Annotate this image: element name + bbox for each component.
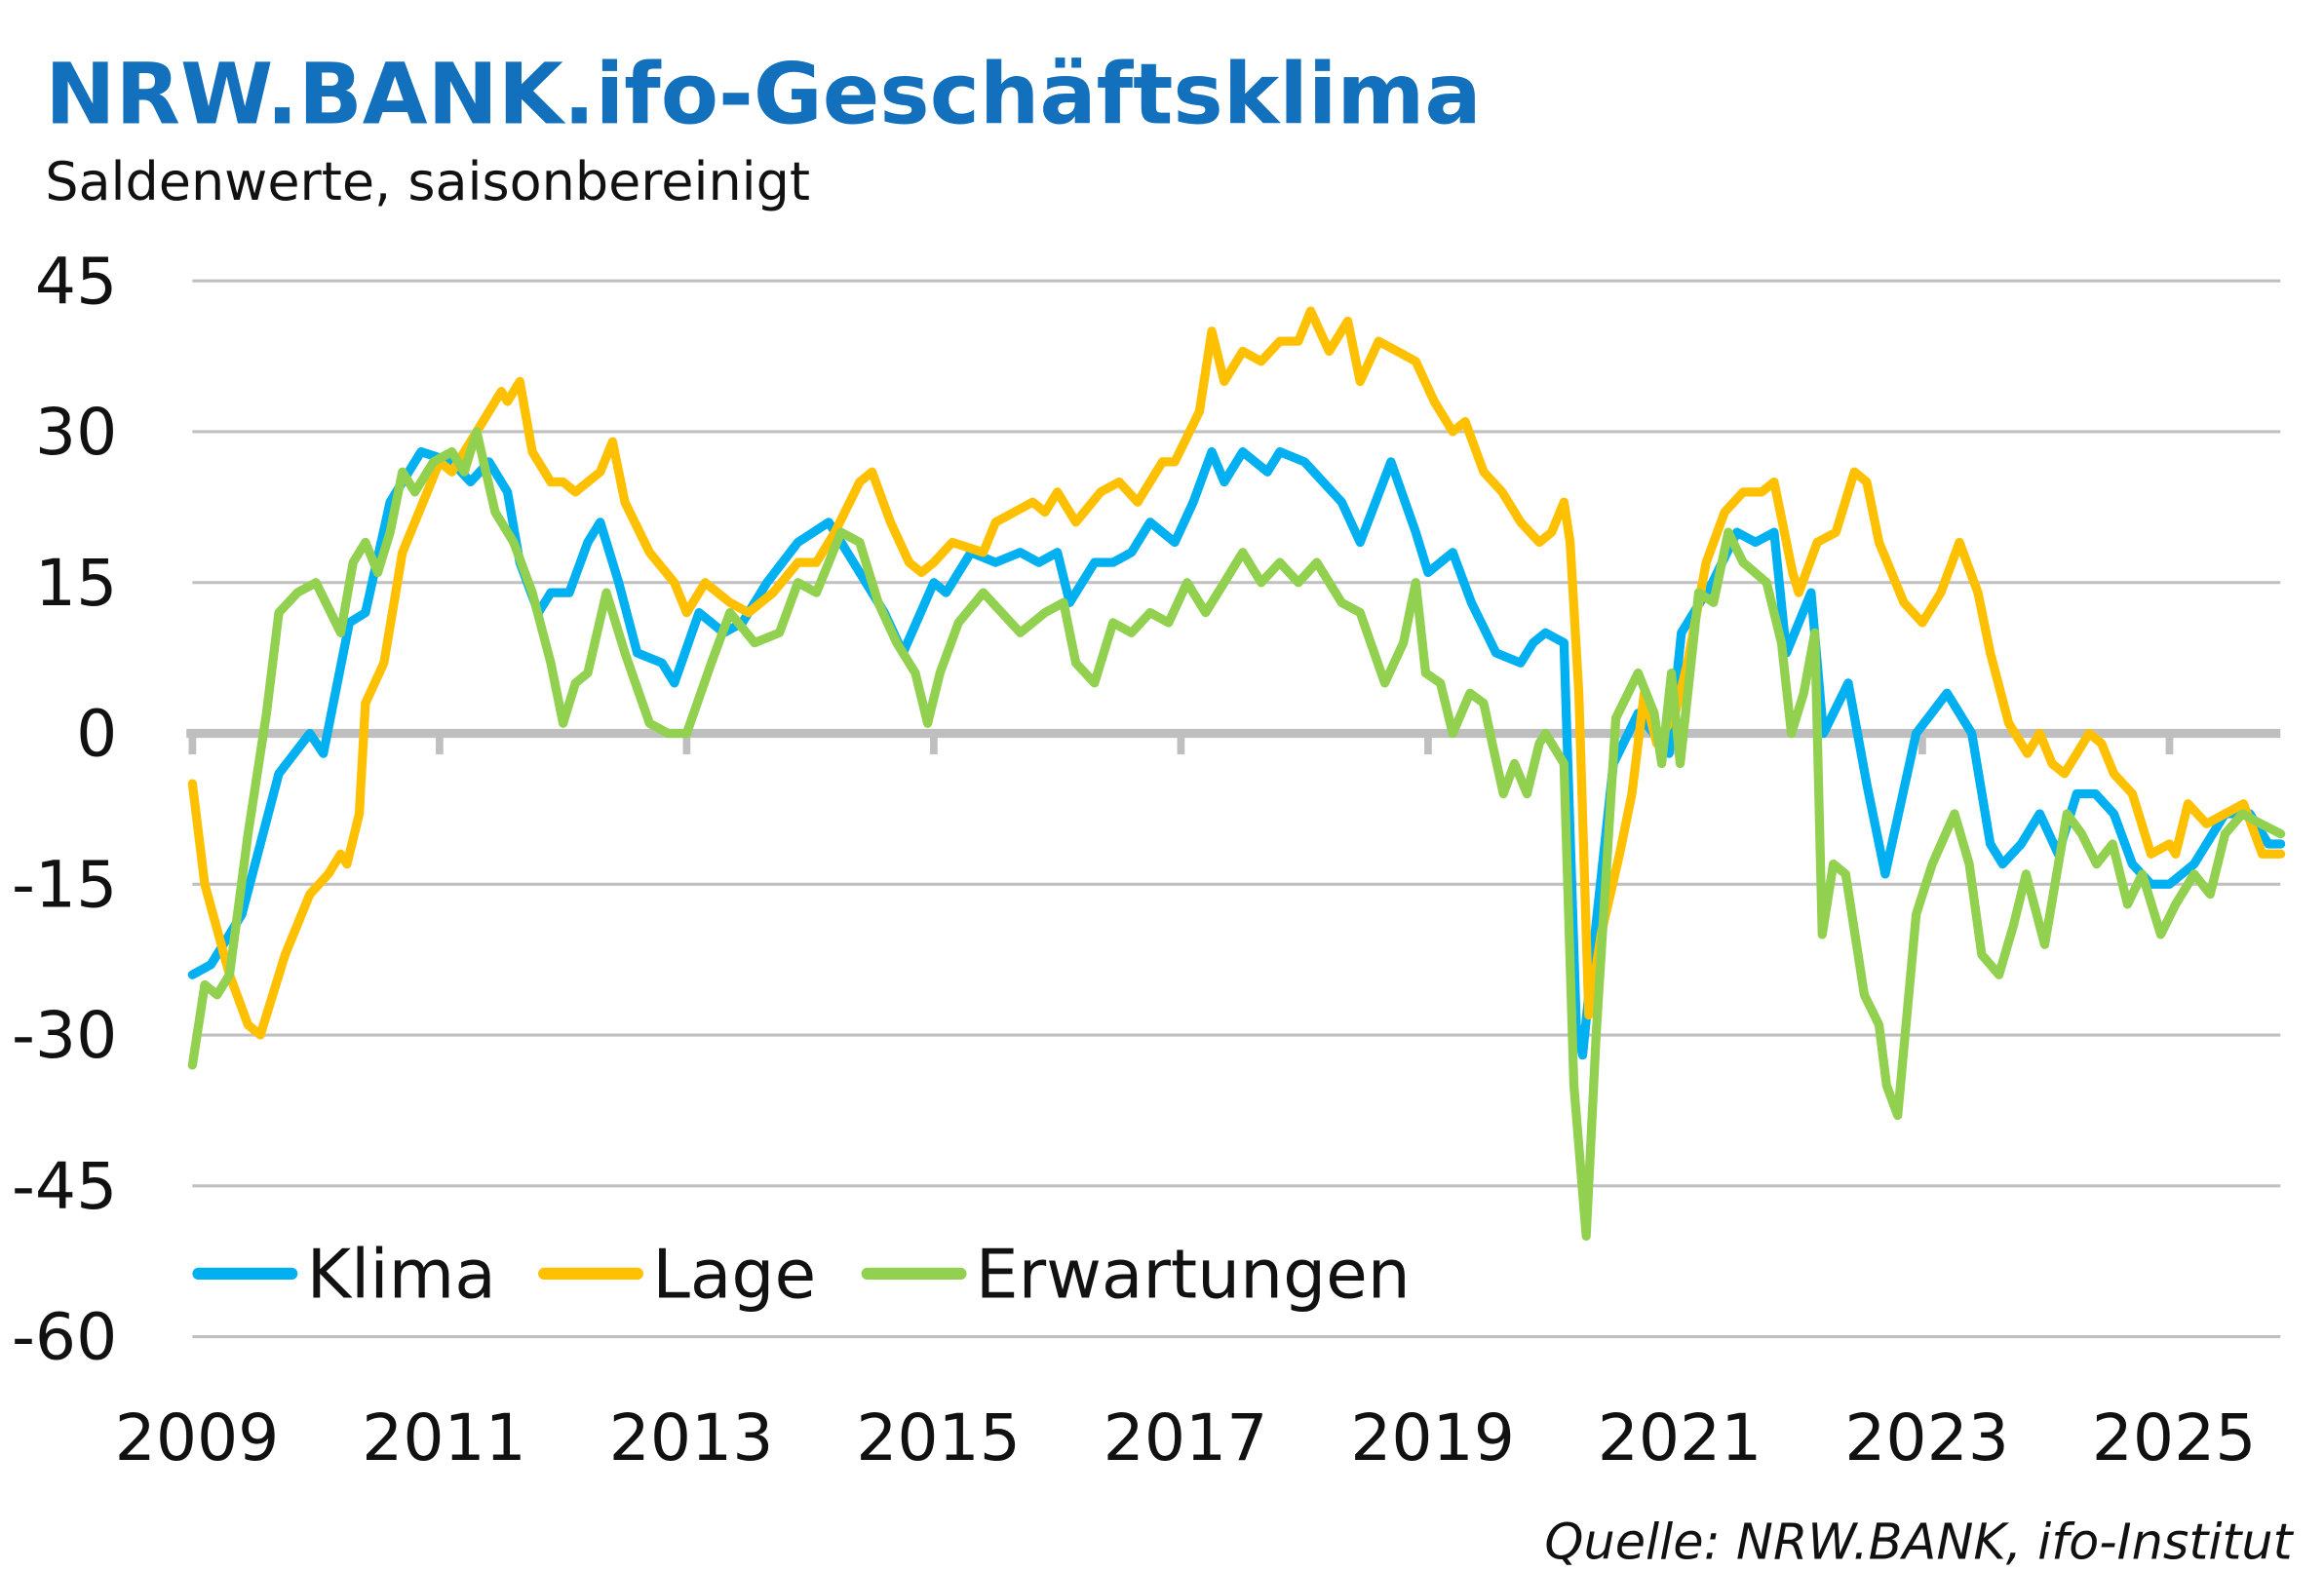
series-line-klima [187,446,2286,1060]
y-tick-label: -60 [12,1299,117,1375]
legend-item-klima: Klima [192,1237,496,1315]
legend-label: Klima [307,1237,496,1315]
y-tick-label: 0 [76,696,117,772]
y-tick-label: -45 [12,1148,117,1224]
x-tick-label: 2023 [1844,1399,2009,1475]
grid-lines [186,279,2281,1339]
chart-subtitle: Saldenwerte, saisonbereinigt [45,151,810,212]
y-tick-label: 15 [35,545,117,621]
legend: Klima Lage Erwartungen [192,1237,1411,1315]
legend-label: Erwartungen [976,1237,1411,1315]
x-tick-label: 2021 [1598,1399,1762,1475]
legend-item-erwartungen: Erwartungen [861,1237,1411,1315]
y-tick-label: -15 [12,846,117,922]
x-axis-ticks: 2009 2011 2013 2015 2017 2019 2021 2023 2025 [115,1399,2257,1475]
chart-title: NRW.BANK.ifo-Geschäftsklima [45,46,1481,143]
y-axis-ticks: 45 30 15 0 -15 -30 -45 -60 [12,243,117,1374]
x-tick-label: 2011 [362,1399,526,1475]
legend-label: Lage [652,1237,816,1315]
x-tick-label: 2013 [609,1399,774,1475]
x-tick-label: 2019 [1350,1399,1515,1475]
source-note: Quelle: NRW.BANK, ifo-Institut [1544,1514,2294,1571]
series-line-erwartungen [187,427,2286,1241]
x-tick-label: 2009 [115,1399,280,1475]
legend-item-lage: Lage [538,1237,816,1315]
x-tick-label: 2017 [1104,1399,1268,1475]
series-line-lage [187,306,2286,1040]
y-tick-label: -30 [12,997,117,1073]
x-tick-label: 2025 [2092,1399,2257,1475]
y-tick-label: 45 [35,243,117,319]
y-tick-label: 30 [35,394,117,470]
series-lines [187,306,2286,1241]
x-tick-label: 2015 [856,1399,1021,1475]
